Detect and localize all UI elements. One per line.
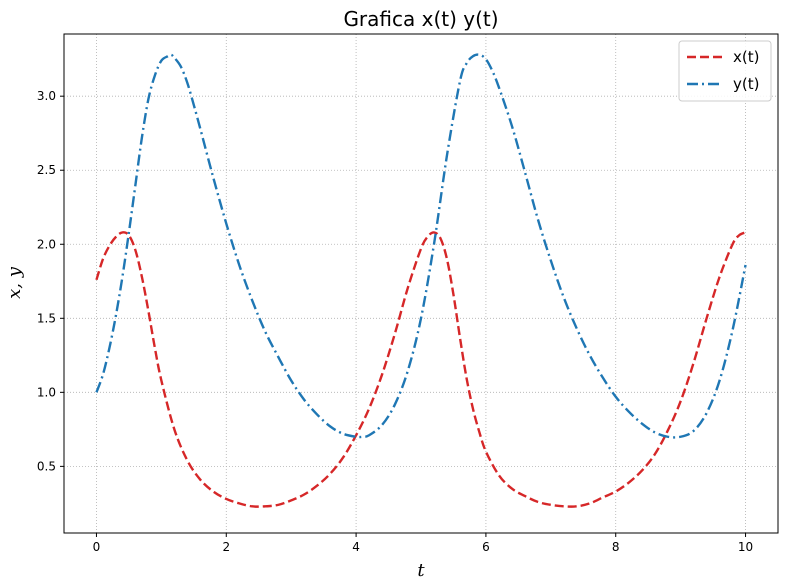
- series-lines: [95, 53, 747, 508]
- legend: x(t) y(t): [678, 40, 772, 102]
- x-tick-label: 2: [222, 540, 230, 554]
- series-line-x: [95, 231, 747, 508]
- x-tick-label: 8: [612, 540, 620, 554]
- series-line-y: [95, 53, 747, 439]
- y-tick-label: 2.0: [37, 237, 56, 251]
- plot-frame: [63, 33, 779, 534]
- y-tick-label: 2.5: [37, 163, 56, 177]
- y-axis-label: x, y: [4, 266, 25, 299]
- legend-label: x(t): [733, 48, 759, 66]
- legend-label: y(t): [733, 75, 759, 93]
- ticks: 0 2 4 6 8 10 0.5 1.0 1.5 2.0 2.5 3.0: [37, 89, 753, 554]
- x-tick-label: 0: [93, 540, 101, 554]
- y-tick-label: 1.5: [37, 311, 56, 325]
- x-tick-label: 10: [738, 540, 753, 554]
- grid: [64, 34, 778, 533]
- x-axis-label: t: [417, 560, 425, 581]
- y-tick-label: 3.0: [37, 89, 56, 103]
- x-tick-label: 4: [352, 540, 360, 554]
- chart-title: Grafica x(t) y(t): [343, 7, 498, 31]
- y-tick-label: 0.5: [37, 459, 56, 473]
- y-tick-label: 1.0: [37, 385, 56, 399]
- x-tick-label: 6: [482, 540, 490, 554]
